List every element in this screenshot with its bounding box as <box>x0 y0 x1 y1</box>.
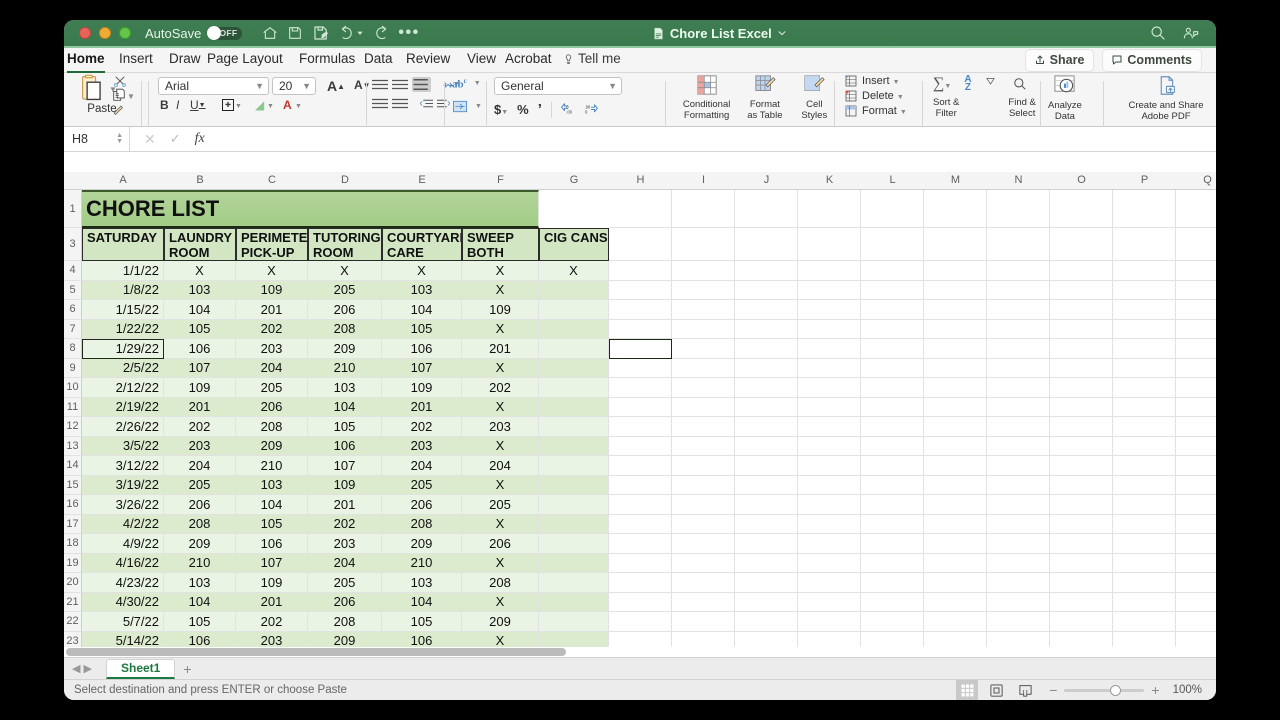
svg-text:0: 0 <box>566 104 569 109</box>
svg-text:.00: .00 <box>584 104 590 109</box>
svg-text:0: 0 <box>585 110 588 115</box>
svg-text:.00: .00 <box>566 110 572 115</box>
